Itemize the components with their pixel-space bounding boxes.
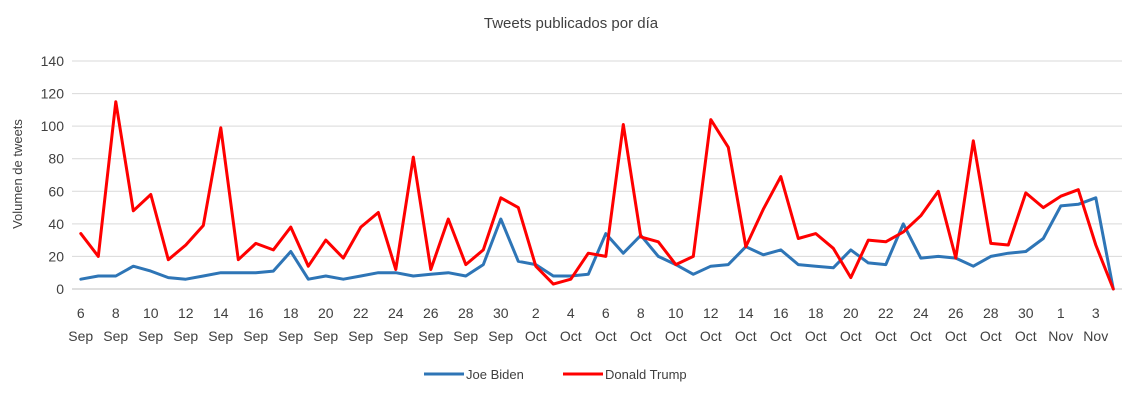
x-tick-label-day: 30 xyxy=(1018,305,1034,321)
x-tick-label-day: 10 xyxy=(668,305,684,321)
series-lines xyxy=(79,100,1115,291)
x-tick-label-day: 10 xyxy=(143,305,159,321)
x-tick-label-month: Oct xyxy=(805,328,827,344)
x-tick-label-month: Sep xyxy=(208,328,233,344)
x-tick-label-month: Oct xyxy=(630,328,652,344)
y-tick-label: 100 xyxy=(41,118,65,134)
x-tick-label-month: Oct xyxy=(525,328,547,344)
legend-label: Donald Trump xyxy=(605,367,687,382)
x-tick-label-month: Oct xyxy=(945,328,967,344)
x-tick-label-month: Oct xyxy=(560,328,582,344)
y-tick-label: 40 xyxy=(48,216,64,232)
x-tick-label-day: 18 xyxy=(283,305,299,321)
y-tick-label: 80 xyxy=(48,151,64,167)
x-tick-label-day: 16 xyxy=(773,305,789,321)
x-tick-label-day: 12 xyxy=(178,305,194,321)
x-tick-label-day: 16 xyxy=(248,305,264,321)
x-tick-label-month: Oct xyxy=(665,328,687,344)
y-tick-label: 120 xyxy=(41,86,65,102)
x-tick-label-month: Oct xyxy=(980,328,1002,344)
x-tick-label-day: 26 xyxy=(423,305,439,321)
x-tick-label-month: Oct xyxy=(735,328,757,344)
x-tick-label-day: 28 xyxy=(458,305,474,321)
x-tick-label-month: Sep xyxy=(488,328,513,344)
x-tick-label-month: Nov xyxy=(1048,328,1073,344)
x-tick-label-day: 18 xyxy=(808,305,824,321)
x-tick-label-month: Sep xyxy=(138,328,163,344)
chart-title: Tweets publicados por día xyxy=(484,15,659,32)
x-tick-label-day: 22 xyxy=(878,305,894,321)
x-tick-label-month: Oct xyxy=(875,328,897,344)
legend-item: Donald Trump xyxy=(563,367,687,382)
x-tick-label-day: 6 xyxy=(77,305,85,321)
legend-item: Joe Biden xyxy=(424,367,524,382)
x-axis-ticks: 6Sep8Sep10Sep12Sep14Sep16Sep18Sep20Sep22… xyxy=(68,305,1108,344)
x-tick-label-day: 2 xyxy=(532,305,540,321)
x-tick-label-month: Sep xyxy=(103,328,128,344)
x-tick-label-day: 20 xyxy=(843,305,859,321)
x-tick-label-day: 14 xyxy=(213,305,229,321)
x-tick-label-day: 24 xyxy=(388,305,404,321)
x-tick-label-month: Sep xyxy=(453,328,478,344)
x-tick-label-month: Oct xyxy=(1015,328,1037,344)
x-tick-label-month: Sep xyxy=(313,328,338,344)
x-tick-label-day: 28 xyxy=(983,305,999,321)
legend: Joe Biden Donald Trump xyxy=(424,367,687,382)
x-tick-label-day: 24 xyxy=(913,305,929,321)
x-tick-label-day: 4 xyxy=(567,305,575,321)
x-tick-label-month: Oct xyxy=(700,328,722,344)
x-tick-label-month: Nov xyxy=(1083,328,1108,344)
x-tick-label-day: 1 xyxy=(1057,305,1065,321)
x-tick-label-month: Sep xyxy=(173,328,198,344)
series-line-donald-trump xyxy=(79,100,1115,291)
x-tick-label-month: Oct xyxy=(910,328,932,344)
legend-label: Joe Biden xyxy=(466,367,524,382)
x-tick-label-day: 20 xyxy=(318,305,334,321)
x-tick-label-month: Oct xyxy=(840,328,862,344)
x-tick-label-day: 12 xyxy=(703,305,719,321)
x-tick-label-month: Sep xyxy=(383,328,408,344)
y-axis-label: Volumen de tweets xyxy=(10,119,25,229)
y-tick-label: 20 xyxy=(48,248,64,264)
y-tick-label: 0 xyxy=(56,281,64,297)
y-axis-ticks: 0 20 40 60 80 100 120 140 xyxy=(41,53,65,297)
x-tick-label-month: Sep xyxy=(418,328,443,344)
x-tick-label-month: Sep xyxy=(278,328,303,344)
x-tick-label-day: 26 xyxy=(948,305,964,321)
x-tick-label-day: 8 xyxy=(637,305,645,321)
x-tick-label-day: 8 xyxy=(112,305,120,321)
x-tick-label-month: Sep xyxy=(68,328,93,344)
x-tick-label-day: 22 xyxy=(353,305,369,321)
y-tick-label: 60 xyxy=(48,183,64,199)
x-tick-label-month: Sep xyxy=(243,328,268,344)
x-tick-label-month: Sep xyxy=(348,328,373,344)
gridlines xyxy=(72,60,1122,290)
x-tick-label-day: 3 xyxy=(1092,305,1100,321)
x-tick-label-day: 30 xyxy=(493,305,509,321)
y-tick-label: 140 xyxy=(41,53,65,69)
x-tick-label-month: Oct xyxy=(770,328,792,344)
x-tick-label-day: 6 xyxy=(602,305,610,321)
x-tick-label-month: Oct xyxy=(595,328,617,344)
x-tick-label-day: 14 xyxy=(738,305,754,321)
